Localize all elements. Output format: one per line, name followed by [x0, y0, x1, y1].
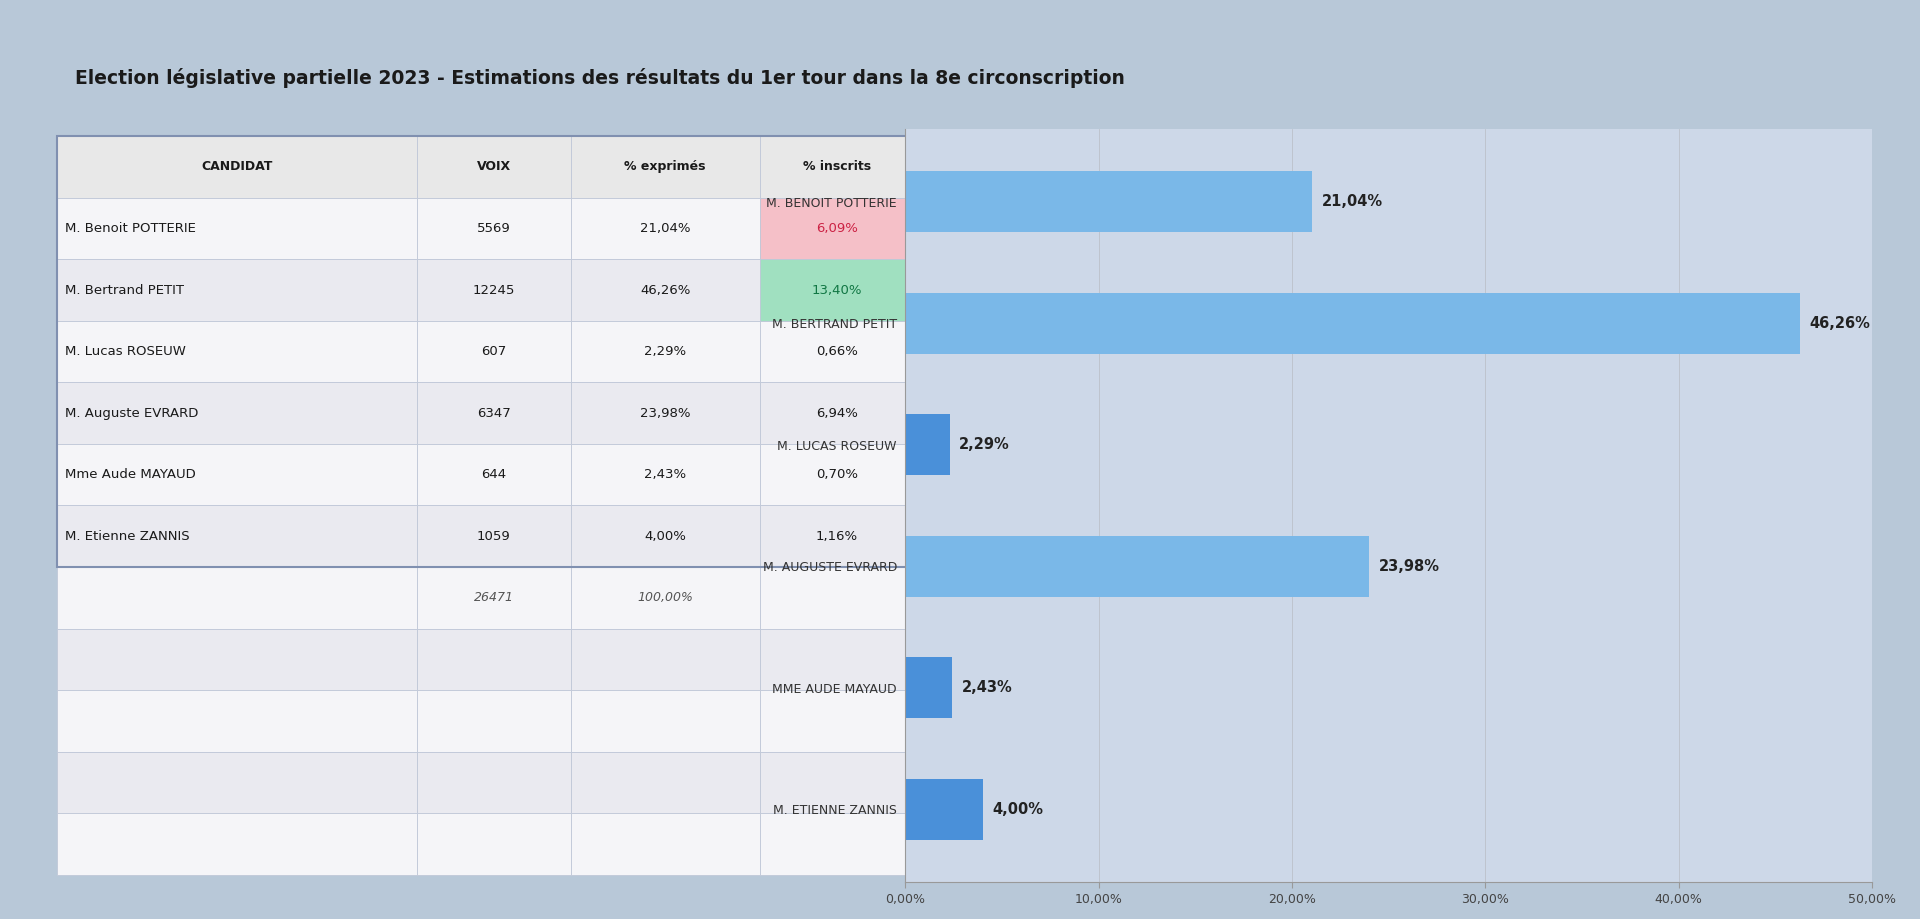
Bar [56, 752, 417, 813]
Bar [760, 198, 914, 259]
Bar [56, 321, 417, 382]
Bar [56, 505, 417, 567]
Bar [56, 259, 417, 321]
Bar [760, 259, 914, 321]
Text: % exprimés: % exprimés [624, 161, 707, 174]
Bar [760, 505, 914, 567]
Text: 0,70%: 0,70% [816, 468, 858, 482]
Bar [906, 414, 950, 475]
Bar [417, 505, 570, 567]
Bar [570, 259, 760, 321]
Bar [570, 136, 760, 198]
Bar [417, 629, 570, 690]
Bar [417, 752, 570, 813]
Bar [760, 444, 914, 505]
Text: M. Auguste EVRARD: M. Auguste EVRARD [65, 406, 198, 420]
Text: 2,29%: 2,29% [645, 346, 685, 358]
Text: M. Etienne ZANNIS: M. Etienne ZANNIS [65, 529, 190, 543]
Text: CANDIDAT: CANDIDAT [202, 161, 273, 174]
Bar [760, 321, 914, 382]
Text: 2,43%: 2,43% [645, 468, 685, 482]
Text: M. Lucas ROSEUW: M. Lucas ROSEUW [65, 346, 186, 358]
Text: 6,94%: 6,94% [816, 406, 858, 420]
Bar [906, 536, 1369, 596]
Text: M. Bertrand PETIT: M. Bertrand PETIT [65, 284, 184, 297]
Bar [56, 198, 417, 259]
Bar [417, 321, 570, 382]
Bar [56, 136, 914, 567]
Text: 1,16%: 1,16% [816, 529, 858, 543]
Bar [570, 629, 760, 690]
Text: 4,00%: 4,00% [645, 529, 685, 543]
Text: 1059: 1059 [476, 529, 511, 543]
Text: Election législative partielle 2023 - Estimations des résultats du 1er tour dans: Election législative partielle 2023 - Es… [75, 68, 1125, 88]
Bar [760, 629, 914, 690]
Bar [570, 505, 760, 567]
Text: 2,29%: 2,29% [960, 437, 1010, 452]
Text: 12245: 12245 [472, 284, 515, 297]
Bar [760, 259, 914, 321]
Text: 6347: 6347 [476, 406, 511, 420]
Text: 13,40%: 13,40% [812, 284, 862, 297]
Bar [570, 752, 760, 813]
Bar [417, 690, 570, 752]
Bar [570, 444, 760, 505]
Text: 46,26%: 46,26% [639, 284, 691, 297]
Bar [760, 382, 914, 444]
Bar [417, 382, 570, 444]
Bar [417, 198, 570, 259]
Text: 5569: 5569 [476, 222, 511, 235]
Text: 46,26%: 46,26% [1809, 315, 1870, 331]
Text: M. Benoit POTTERIE: M. Benoit POTTERIE [65, 222, 196, 235]
Bar [56, 629, 417, 690]
Bar [760, 198, 914, 259]
Text: 0,66%: 0,66% [816, 346, 858, 358]
Bar [906, 779, 983, 840]
Bar [570, 813, 760, 875]
Text: 6,09%: 6,09% [816, 222, 858, 235]
Text: 21,04%: 21,04% [639, 222, 691, 235]
Bar [417, 444, 570, 505]
Bar [56, 444, 417, 505]
Bar [760, 690, 914, 752]
Bar [906, 293, 1799, 354]
Bar [56, 690, 417, 752]
Bar [417, 259, 570, 321]
Text: 2,43%: 2,43% [962, 680, 1012, 696]
Text: 644: 644 [482, 468, 507, 482]
Text: 4,00%: 4,00% [993, 801, 1043, 817]
Text: % inscrits: % inscrits [803, 161, 872, 174]
Bar [56, 813, 417, 875]
Bar [56, 567, 417, 629]
Bar [570, 321, 760, 382]
Text: 21,04%: 21,04% [1321, 194, 1382, 210]
Text: 23,98%: 23,98% [1379, 559, 1440, 573]
Bar [570, 567, 760, 629]
Bar [56, 382, 417, 444]
Bar [760, 136, 914, 198]
Bar [906, 657, 952, 718]
Text: 26471: 26471 [474, 591, 515, 605]
Text: 23,98%: 23,98% [639, 406, 691, 420]
Text: 607: 607 [482, 346, 507, 358]
Bar [417, 136, 570, 198]
Bar [570, 690, 760, 752]
Bar [417, 567, 570, 629]
Text: 100,00%: 100,00% [637, 591, 693, 605]
Text: VOIX: VOIX [476, 161, 511, 174]
Bar [570, 382, 760, 444]
Bar [760, 567, 914, 629]
Bar [760, 752, 914, 813]
Text: Mme Aude MAYAUD: Mme Aude MAYAUD [65, 468, 196, 482]
Bar [56, 136, 417, 198]
Bar [417, 813, 570, 875]
Bar [570, 198, 760, 259]
Bar [906, 171, 1311, 232]
Bar [760, 813, 914, 875]
